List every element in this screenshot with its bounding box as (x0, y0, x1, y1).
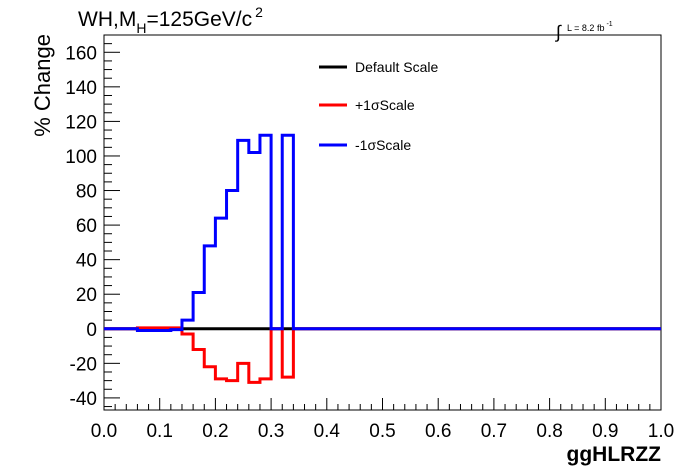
y-tick-label: 20 (76, 285, 97, 306)
x-axis-label: ggHLRZZ (567, 443, 662, 466)
series-group (104, 133, 661, 384)
y-tick-label: 40 (76, 251, 97, 272)
title-subscript: H (136, 20, 146, 36)
chart-title: WH,MH=125GeV/c 2 (78, 4, 263, 36)
y-tick-label: 160 (65, 43, 97, 64)
luminosity-text: L = 8.2 fb (567, 23, 604, 33)
legend-label: Default Scale (355, 59, 438, 75)
x-tick-label: 0.9 (592, 421, 618, 442)
x-tick-label: 0.5 (369, 421, 395, 442)
y-tick-label: 60 (76, 216, 97, 237)
legend: Default Scale +1σScale -1σScale (319, 59, 438, 153)
y-tick-label: -20 (70, 354, 97, 375)
x-tick-label: 0.6 (425, 421, 451, 442)
x-tick-label: 0.1 (146, 421, 172, 442)
series-line-2 (104, 133, 661, 333)
legend-label: +1σScale (355, 97, 415, 113)
y-tick-label: 120 (65, 112, 97, 133)
y-tick-label: -40 (70, 389, 97, 410)
y-tick-label: 140 (65, 78, 97, 99)
luminosity-integral: ∫ (554, 22, 562, 42)
axes: 0.0 0.1 0.2 0.3 0.4 0.5 0.6 0.7 0.8 0.9 1.0 -40 -20 0… (65, 34, 674, 442)
x-tick-label: 0.8 (536, 421, 562, 442)
title-superscript: 2 (255, 4, 263, 20)
x-tick-label: 0.4 (314, 421, 341, 442)
title-rest: =125GeV/c (146, 8, 252, 31)
x-tick-label: 0.3 (258, 421, 284, 442)
x-tick-label: 0.2 (202, 421, 228, 442)
legend-label: -1σScale (355, 137, 411, 153)
y-tick-label: 80 (76, 182, 97, 203)
x-tick-label: 1.0 (648, 421, 674, 442)
x-tick-label: 0.7 (481, 421, 507, 442)
y-axis-label: % Change (30, 34, 55, 137)
title-main: WH,M (78, 8, 136, 31)
y-tick-label: 100 (65, 147, 97, 168)
luminosity-label: L = 8.2 fb -1 (567, 21, 613, 33)
y-tick-label: 0 (86, 320, 97, 341)
luminosity-superscript: -1 (606, 21, 612, 28)
x-tick-label: 0.0 (91, 421, 117, 442)
